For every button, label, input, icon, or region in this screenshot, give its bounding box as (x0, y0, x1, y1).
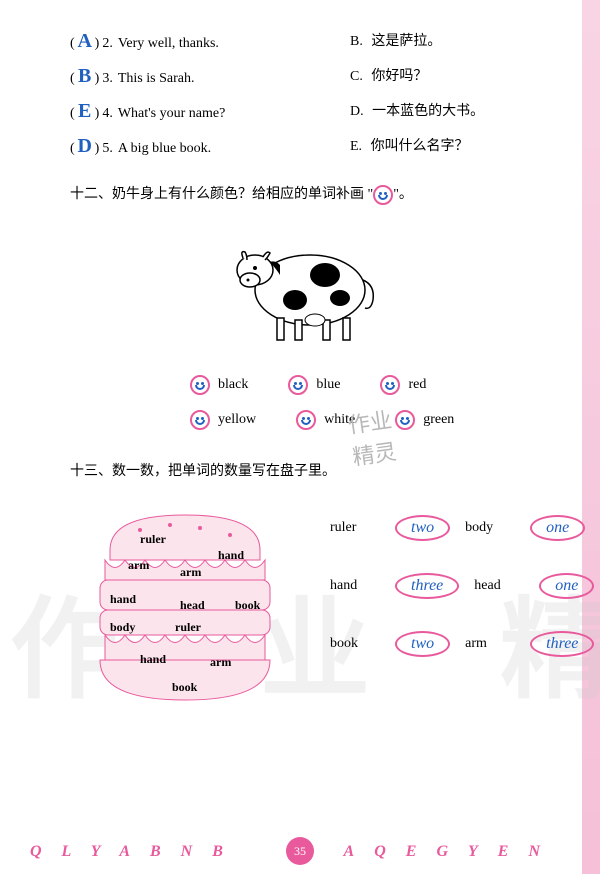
answer-letter: D (75, 135, 95, 158)
color-options: black blue red yellow white (190, 375, 540, 430)
burger-labels: ruler hand arm arm hand head book body r… (70, 500, 300, 710)
cow-svg (215, 220, 395, 350)
color-item-green: green (395, 410, 454, 430)
smiley-icon (395, 410, 415, 430)
item-num: 4. (102, 106, 113, 122)
item-num: 2. (102, 36, 113, 52)
answer-letter: A (75, 30, 95, 53)
section-13: 十三、数一数，把单词的数量写在盘子里。 ruler hand arm arm h… (70, 460, 540, 715)
option-letter: B. (350, 34, 363, 49)
chinese-text: 一本蓝色的大书。 (372, 104, 484, 119)
matching-section: ( A ) 2. Very well, thanks. B. 这是萨拉。 ( B… (70, 30, 540, 158)
answer-oval: three (530, 631, 594, 657)
smiley-icon (288, 375, 308, 395)
answer-oval: one (530, 515, 585, 541)
smiley-icon (190, 375, 210, 395)
item-num: 3. (102, 71, 113, 87)
answer-oval: one (539, 573, 594, 599)
match-row: ( B ) 3. This is Sarah. C. 你好吗？ (70, 65, 540, 88)
answer-oval: three (395, 573, 459, 599)
footer-letters-left: QLYABNB (30, 843, 243, 861)
answer-row: book two arm three (330, 631, 594, 657)
english-text: A big blue book. (118, 141, 211, 157)
chinese-text: 你好吗？ (371, 69, 427, 84)
match-row: ( E ) 4. What's your name? D. 一本蓝色的大书。 (70, 100, 540, 123)
section-13-title: 十三、数一数，把单词的数量写在盘子里。 (70, 460, 540, 480)
answer-oval: two (395, 515, 450, 541)
cow-illustration (70, 220, 540, 355)
smiley-icon (373, 185, 393, 205)
page-footer: QLYABNB 35 AQEGYEN (0, 836, 600, 866)
answer-letter: E (75, 100, 95, 123)
english-text: This is Sarah. (118, 71, 195, 87)
color-item-white: white (296, 410, 355, 430)
option-letter: D. (350, 104, 364, 119)
option-letter: C. (350, 69, 363, 84)
match-row: ( D ) 5. A big blue book. E. 你叫什么名字？ (70, 135, 540, 158)
section-12: 十二、奶牛身上有什么颜色？给相应的单词补画 ""。 (70, 183, 540, 430)
item-num: 5. (102, 141, 113, 157)
color-item-red: red (380, 375, 426, 395)
smiley-icon (380, 375, 400, 395)
answer-row: hand three head one (330, 573, 594, 599)
color-item-black: black (190, 375, 248, 395)
smiley-icon (190, 410, 210, 430)
page-number: 35 (286, 837, 314, 865)
right-border-decoration (582, 0, 600, 874)
option-letter: E. (350, 139, 362, 154)
english-text: Very well, thanks. (118, 36, 219, 52)
section-12-title: 十二、奶牛身上有什么颜色？给相应的单词补画 ""。 (70, 183, 540, 205)
match-row: ( A ) 2. Very well, thanks. B. 这是萨拉。 (70, 30, 540, 53)
chinese-text: 你叫什么名字？ (371, 139, 469, 154)
answer-oval: two (395, 631, 450, 657)
counting-answers: ruler two body one hand three head one b… (330, 515, 594, 689)
answer-letter: B (75, 65, 95, 88)
answer-row: ruler two body one (330, 515, 594, 541)
color-item-yellow: yellow (190, 410, 256, 430)
footer-letters-right: AQEGYEN (344, 843, 560, 861)
smiley-icon (296, 410, 316, 430)
chinese-text: 这是萨拉。 (371, 34, 441, 49)
color-item-blue: blue (288, 375, 340, 395)
english-text: What's your name? (118, 106, 225, 122)
paren-close: ) (95, 36, 100, 52)
